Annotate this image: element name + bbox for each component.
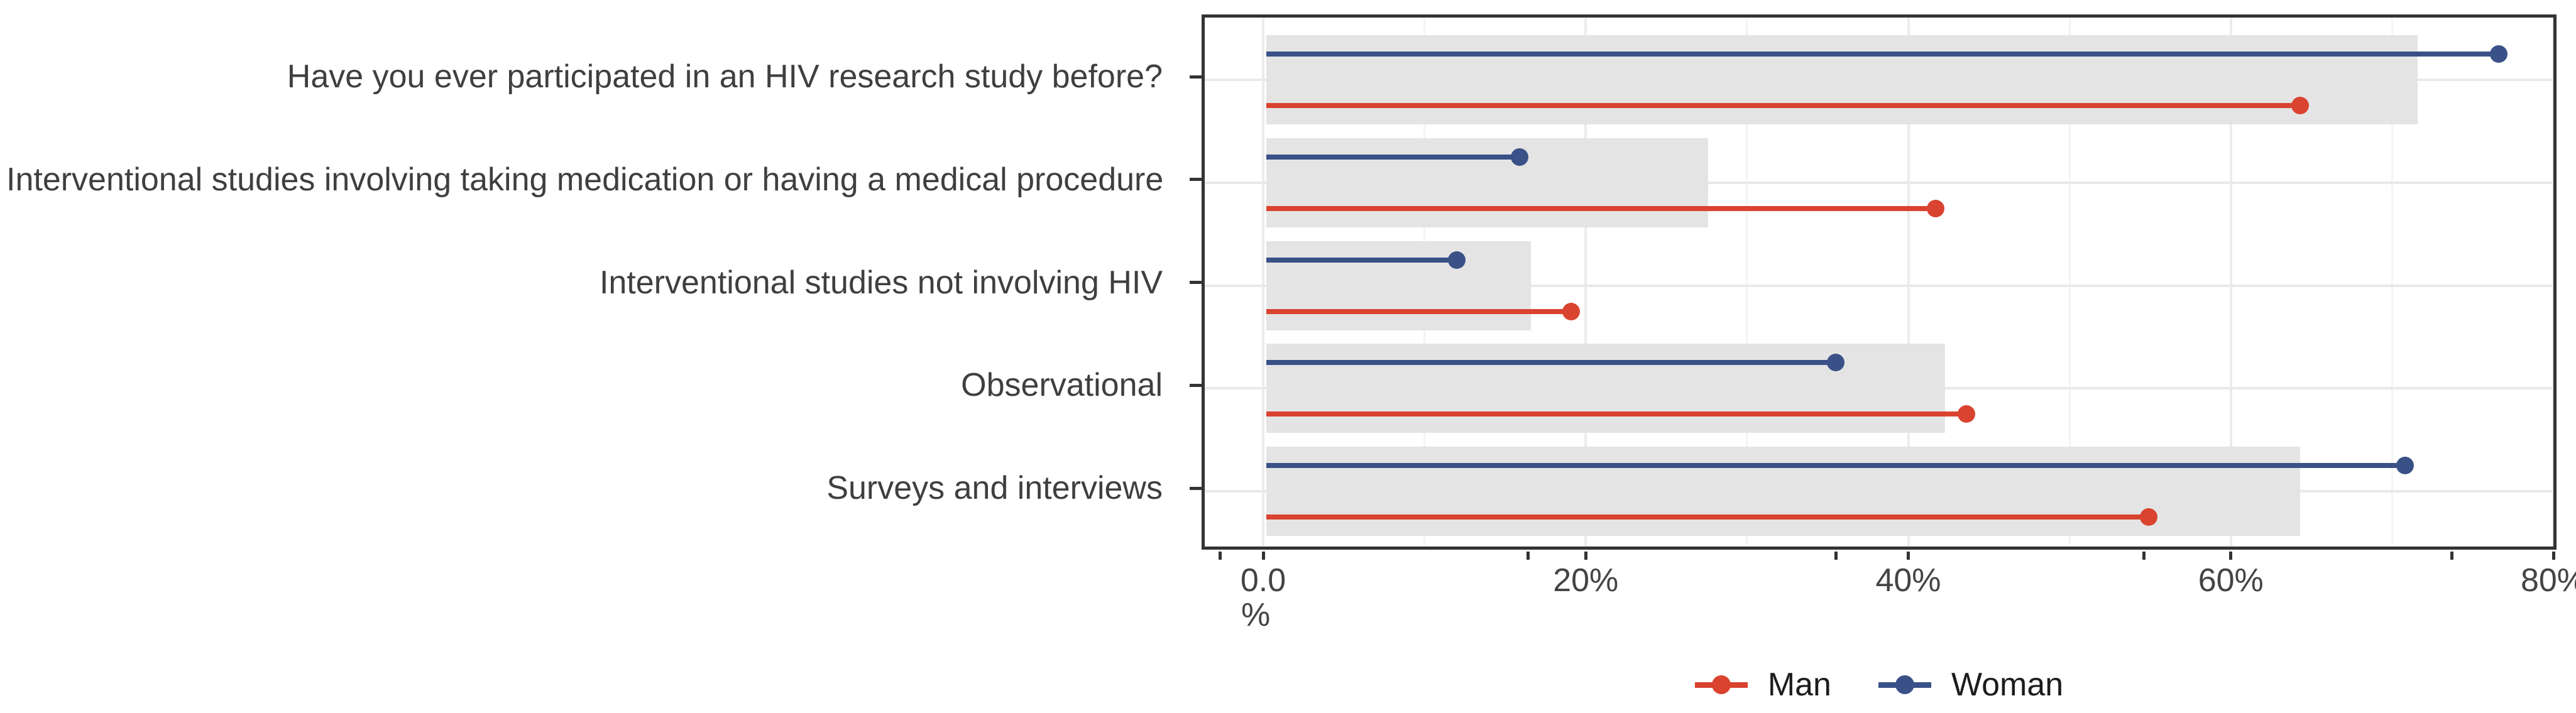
lollipop-dot-woman xyxy=(1826,354,1844,372)
x-axis-tick xyxy=(1907,552,1910,560)
x-axis-tick xyxy=(2229,552,2233,560)
y-axis-category-label: Surveys and interviews xyxy=(826,470,1163,506)
background-bar xyxy=(1266,35,2418,124)
y-axis-category-label: Interventional studies not involving HIV xyxy=(599,264,1163,301)
x-axis-extra-tick xyxy=(2142,552,2146,560)
gridline-vertical-major xyxy=(1907,18,1910,547)
x-axis-extra-tick xyxy=(2450,552,2454,560)
lollipop-stem-woman xyxy=(1266,154,1520,160)
background-bar xyxy=(1266,344,1946,433)
legend-label-man: Man xyxy=(1767,667,1831,703)
lollipop-dot-man xyxy=(1957,405,1975,423)
x-axis-extra-tick xyxy=(1834,552,1838,560)
lollipop-stem-man xyxy=(1266,205,1936,211)
gridline-horizontal xyxy=(1205,284,2553,287)
y-axis-category-label: Observational xyxy=(961,367,1163,404)
y-axis-tick xyxy=(1190,486,1202,490)
gridline-vertical-major xyxy=(2552,18,2553,547)
x-axis-tick-label: 20% xyxy=(1553,562,1619,599)
x-axis-extra-tick xyxy=(1526,552,1530,560)
gridline-vertical-major xyxy=(1584,18,1587,547)
gridline-vertical-minor xyxy=(2068,18,2071,547)
legend: Man Woman xyxy=(1202,665,2557,705)
lollipop-dot-woman xyxy=(1447,251,1466,269)
lollipop-stem-woman xyxy=(1266,257,1457,263)
x-axis-tick xyxy=(1261,552,1265,560)
legend-dot-woman xyxy=(1895,675,1914,694)
plot-panel xyxy=(1202,14,2557,550)
gridline-vertical-minor xyxy=(1746,18,1748,547)
lollipop-stem-woman xyxy=(1266,463,2405,468)
lollipop-dot-man xyxy=(2291,97,2309,114)
lollipop-stem-woman xyxy=(1266,360,1836,366)
x-axis-tick-label: 0.0 xyxy=(1240,562,1286,599)
background-bar xyxy=(1266,138,1709,227)
legend-label-woman: Woman xyxy=(1951,667,2064,703)
gridline-horizontal xyxy=(1205,181,2553,184)
lollipop-stem-woman xyxy=(1266,52,2499,57)
lollipop-stem-man xyxy=(1266,411,1966,417)
lollipop-dot-man xyxy=(1926,199,1944,217)
legend-key-man xyxy=(1694,675,1748,694)
background-bar xyxy=(1266,241,1531,330)
background-bar xyxy=(1266,447,2300,536)
legend-key-woman xyxy=(1878,675,1931,694)
y-axis-tick xyxy=(1190,383,1202,387)
gridline-vertical-major xyxy=(2229,18,2232,547)
lollipop-dot-man xyxy=(1562,302,1581,320)
lollipop-dot-woman xyxy=(2396,457,2414,474)
lollipop-stem-man xyxy=(1266,103,2300,108)
lollipop-stem-man xyxy=(1266,308,1572,314)
lollipop-stem-man xyxy=(1266,514,2149,520)
legend-dot-man xyxy=(1711,675,1731,694)
x-axis-title: % xyxy=(1241,597,1271,633)
lollipop-dot-woman xyxy=(2489,45,2507,63)
legend-item-woman: Woman xyxy=(1878,668,2063,701)
y-axis-tick xyxy=(1190,75,1202,79)
gridline-vertical-major xyxy=(1262,18,1264,547)
legend-item-man: Man xyxy=(1694,667,1831,703)
y-axis-category-label: Interventional studies involving taking … xyxy=(6,161,1164,198)
y-axis-tick xyxy=(1190,281,1202,284)
x-axis-tick-label: 40% xyxy=(1875,562,1941,599)
y-axis-tick xyxy=(1190,178,1202,182)
y-axis-category-label: Have you ever participated in an HIV res… xyxy=(287,58,1163,95)
x-axis-tick xyxy=(1584,552,1587,560)
lollipop-dot-woman xyxy=(1510,148,1528,166)
x-axis-tick-label: 80% xyxy=(2520,562,2576,599)
x-axis-extra-tick xyxy=(1219,552,1222,560)
lollipop-dot-man xyxy=(2139,508,2157,526)
gridline-vertical-minor xyxy=(2391,18,2393,547)
x-axis-tick-label: 60% xyxy=(2198,562,2264,599)
x-axis-tick xyxy=(2551,552,2555,560)
